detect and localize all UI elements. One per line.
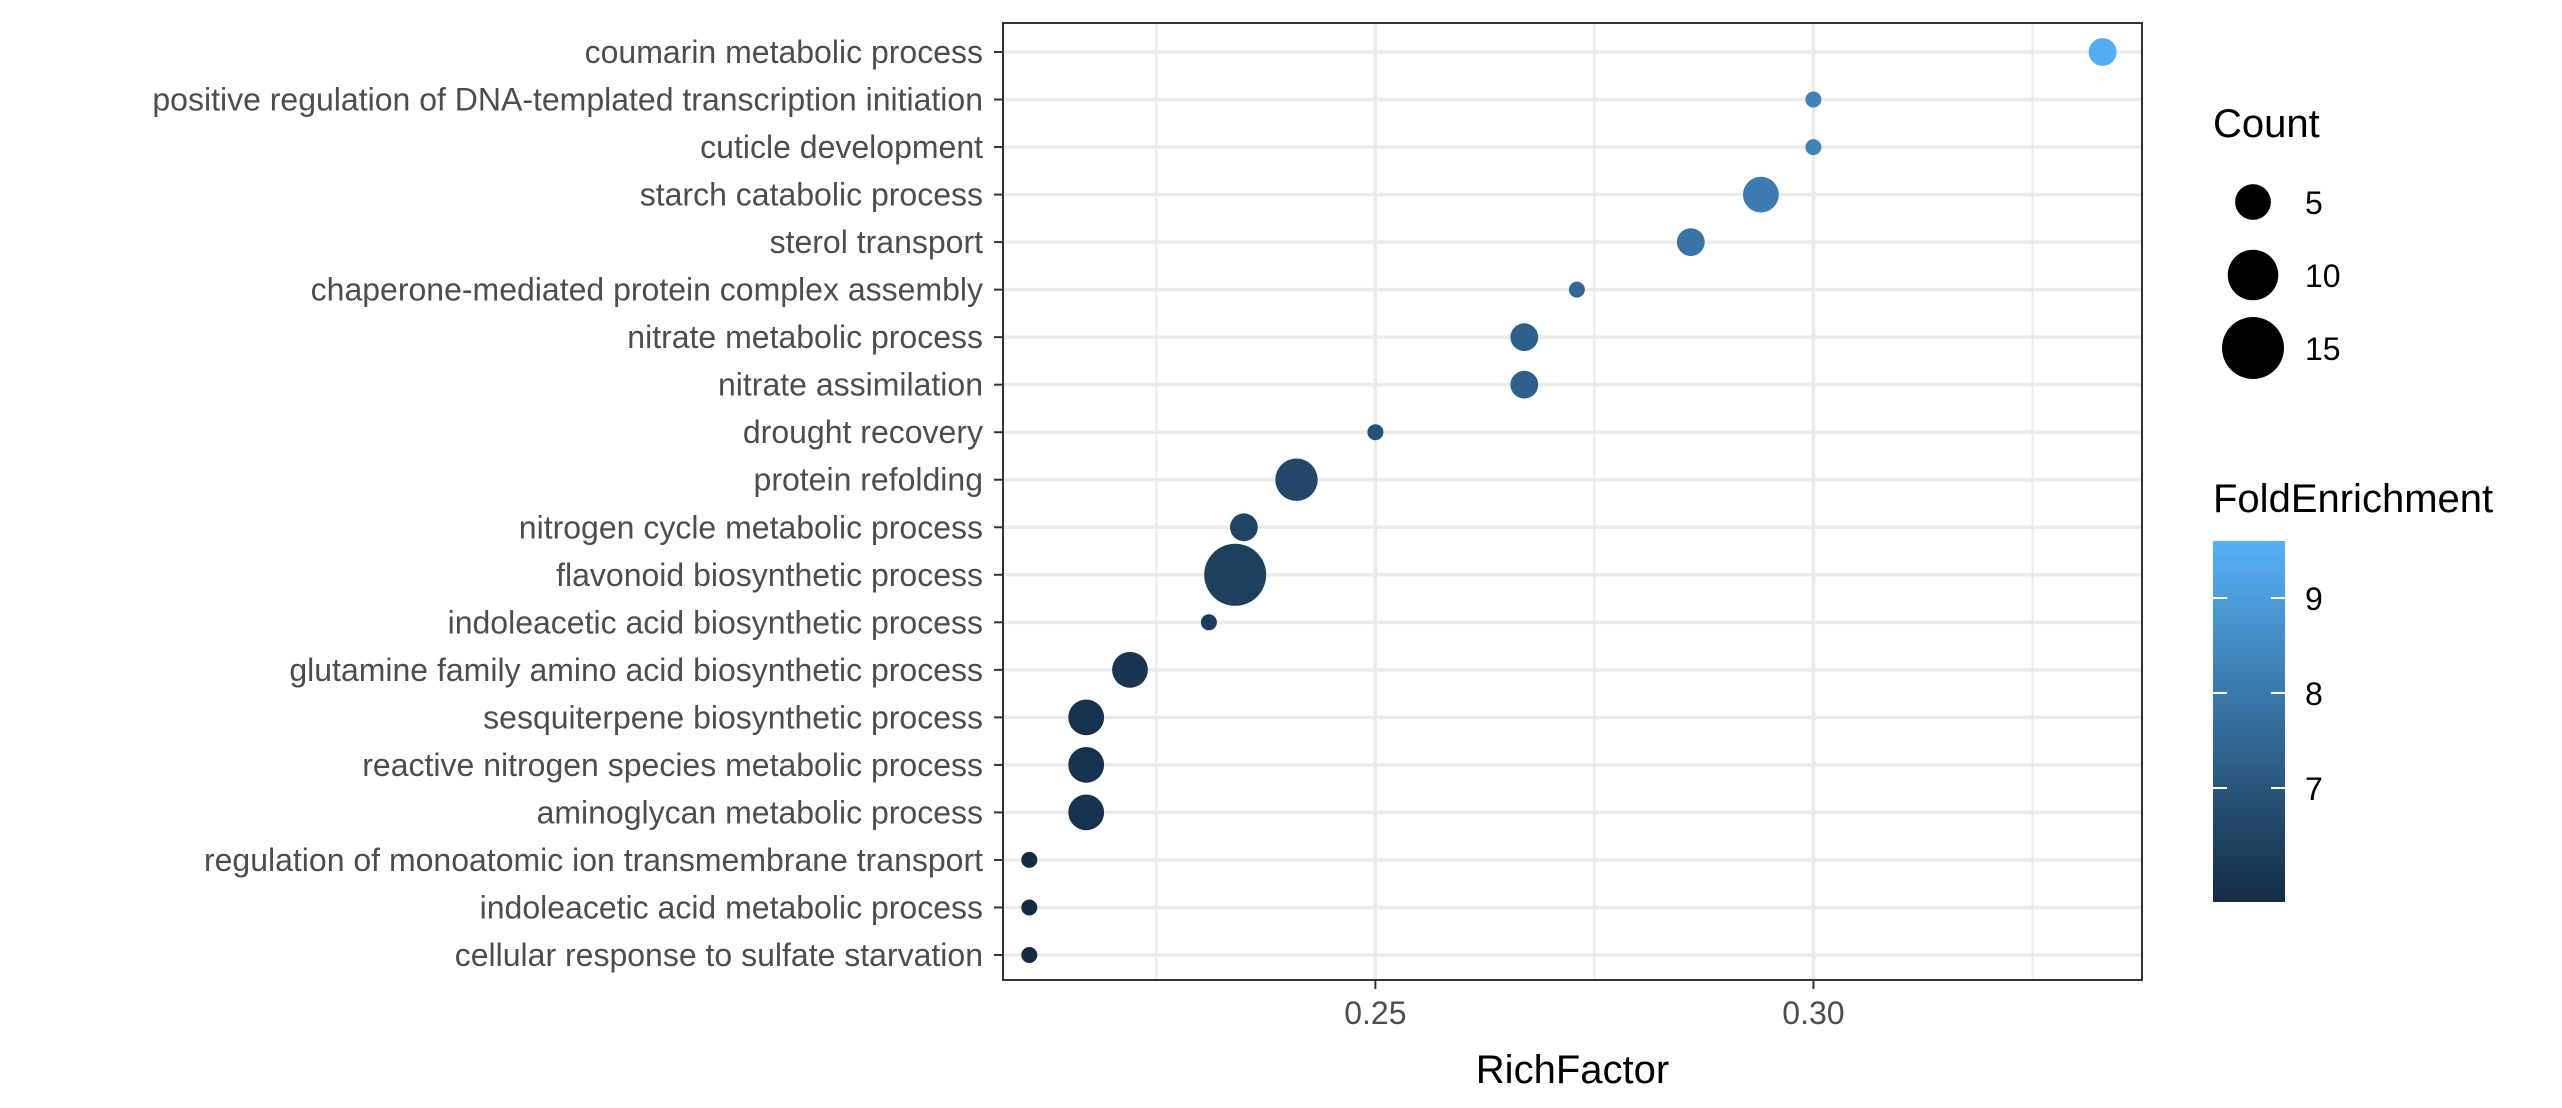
fold-enrichment-colorbar <box>2213 541 2285 902</box>
y-tick-label: chaperone-mediated protein complex assem… <box>311 272 983 308</box>
y-tick-label: cellular response to sulfate starvation <box>455 937 983 973</box>
count-legend-dot-15 <box>2222 317 2284 379</box>
point-indoleacetic-acid-metabolic-process <box>1021 899 1038 916</box>
point-starch-catabolic-process <box>1743 176 1779 213</box>
colorbar-tick-label: 7 <box>2305 771 2323 807</box>
point-aminoglycan-metabolic-process <box>1068 794 1105 831</box>
y-tick-label: indoleacetic acid biosynthetic process <box>448 604 983 640</box>
x-tick-label: 0.30 <box>1782 995 1844 1031</box>
point-cuticle-development <box>1805 139 1822 156</box>
y-tick-label: sesquiterpene biosynthetic process <box>483 699 983 735</box>
y-axis: coumarin metabolic process positive regul… <box>152 34 1003 973</box>
y-tick-label: starch catabolic process <box>640 177 983 213</box>
y-tick-label: indoleacetic acid metabolic process <box>480 889 983 925</box>
y-tick-label: glutamine family amino acid biosynthetic… <box>289 652 983 688</box>
colorbar-tick-label: 8 <box>2305 676 2323 712</box>
y-tick-label: protein refolding <box>754 462 983 498</box>
y-tick-label: reactive nitrogen species metabolic proc… <box>362 747 983 783</box>
count-legend: Count 5 10 15 <box>2213 102 2341 379</box>
y-tick-label: nitrate assimilation <box>718 367 983 403</box>
point-nitrate-assimilation <box>1510 370 1539 399</box>
count-legend-dot-5 <box>2235 184 2271 220</box>
point-sterol-transport <box>1676 228 1705 256</box>
point-cellular-response-to-sulfate-starvation <box>1021 947 1038 963</box>
y-tick-label: drought recovery <box>743 414 983 450</box>
y-tick-label: nitrate metabolic process <box>627 319 983 355</box>
x-tick-label: 0.25 <box>1344 995 1406 1031</box>
point-nitrogen-cycle-metabolic-process <box>1230 513 1258 542</box>
count-legend-label: 5 <box>2305 185 2323 221</box>
point-nitrate-metabolic-process <box>1510 323 1539 352</box>
point-flavonoid-biosynthetic-process <box>1204 543 1267 606</box>
fold-enrichment-legend-title: FoldEnrichment <box>2213 477 2493 521</box>
point-positive-regulation-of-dna-templated-transcription-initiation <box>1805 91 1822 108</box>
y-tick-label: coumarin metabolic process <box>585 34 983 70</box>
count-legend-label: 15 <box>2305 331 2341 367</box>
point-sesquiterpene-biosynthetic-process <box>1068 699 1105 736</box>
y-tick-label: sterol transport <box>770 224 984 260</box>
point-reactive-nitrogen-species-metabolic-process <box>1068 747 1105 783</box>
points-layer <box>1021 38 2117 963</box>
x-axis: 0.25 0.30 <box>1344 980 1845 1031</box>
point-glutamine-family-amino-acid-biosynthetic-process <box>1112 651 1148 688</box>
grid-layer <box>1003 23 2142 980</box>
point-drought-recovery <box>1367 424 1384 441</box>
point-chaperone-mediated-protein-complex-assembly <box>1568 281 1585 298</box>
count-legend-label: 10 <box>2305 258 2341 294</box>
count-legend-dot-10 <box>2227 249 2279 301</box>
y-tick-label: positive regulation of DNA-templated tra… <box>152 82 983 118</box>
y-tick-label: regulation of monoatomic ion transmembra… <box>204 842 983 878</box>
point-protein-refolding <box>1275 458 1318 501</box>
count-legend-title: Count <box>2213 102 2320 146</box>
fold-enrichment-legend: FoldEnrichment 7 8 9 <box>2213 477 2493 902</box>
point-indoleacetic-acid-biosynthetic-process <box>1200 614 1217 631</box>
point-regulation-of-monoatomic-ion-transmembrane-transport <box>1021 851 1038 868</box>
y-tick-label: nitrogen cycle metabolic process <box>519 509 983 545</box>
y-tick-label: aminoglycan metabolic process <box>537 794 983 830</box>
y-tick-label: cuticle development <box>700 129 983 165</box>
colorbar-tick-label: 9 <box>2305 581 2323 617</box>
panel-border <box>1002 22 2143 981</box>
x-axis-title: RichFactor <box>1476 1048 1669 1092</box>
y-tick-label: flavonoid biosynthetic process <box>556 557 983 593</box>
point-coumarin-metabolic-process <box>2088 38 2117 66</box>
